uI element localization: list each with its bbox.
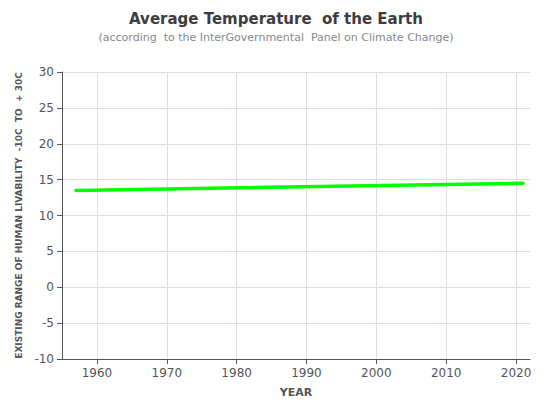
svg-text:2010: 2010 xyxy=(431,366,462,380)
svg-text:EXISTING RANGE OF HUMAN LIVABI: EXISTING RANGE OF HUMAN LIVABILITY -10C … xyxy=(14,72,24,359)
svg-text:1980: 1980 xyxy=(221,366,252,380)
svg-text:2000: 2000 xyxy=(361,366,392,380)
svg-text:Average Temperature of the Ea: Average Temperature of the Earth xyxy=(129,10,423,28)
svg-text:1960: 1960 xyxy=(82,366,113,380)
svg-text:2020: 2020 xyxy=(501,366,532,380)
svg-text:-10: -10 xyxy=(34,352,54,366)
svg-text:5: 5 xyxy=(46,244,54,258)
svg-text:15: 15 xyxy=(39,173,54,187)
svg-text:-5: -5 xyxy=(42,316,54,330)
svg-text:20: 20 xyxy=(39,137,54,151)
svg-text:1970: 1970 xyxy=(152,366,183,380)
svg-text:YEAR: YEAR xyxy=(279,386,313,399)
svg-text:0: 0 xyxy=(46,280,54,294)
svg-text:(according to the InterGovern: (according to the InterGovernmental Pane… xyxy=(98,31,453,44)
svg-text:10: 10 xyxy=(39,209,54,223)
svg-text:1990: 1990 xyxy=(291,366,322,380)
svg-text:25: 25 xyxy=(39,101,54,115)
svg-text:30: 30 xyxy=(39,65,54,79)
